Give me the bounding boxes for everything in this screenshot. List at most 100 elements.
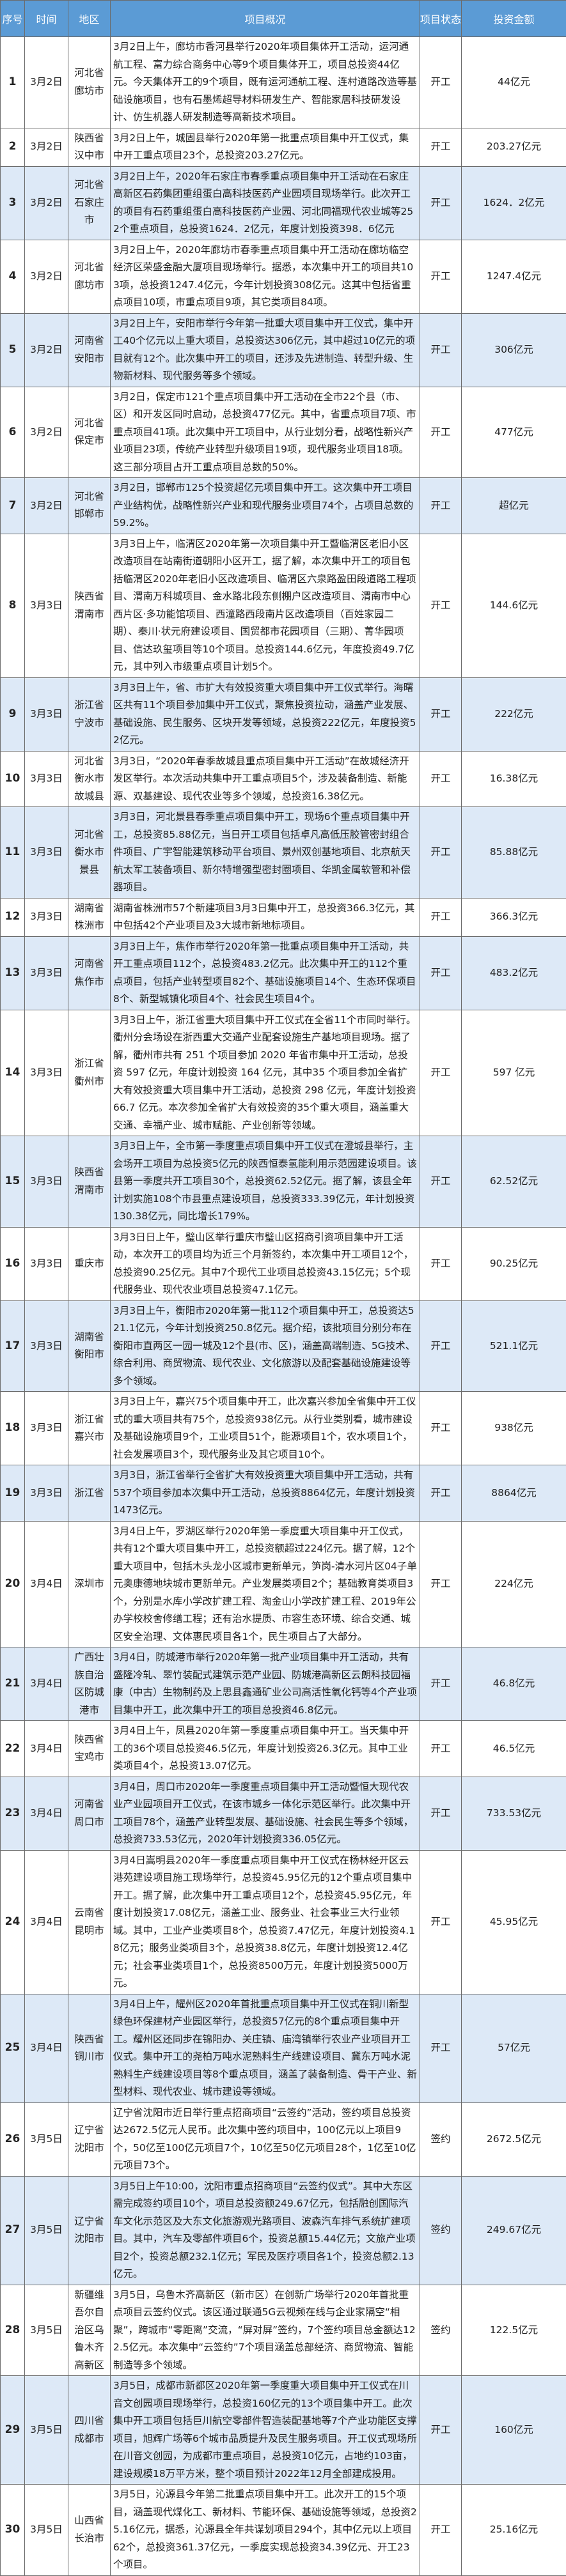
row-status: 开工 <box>420 1850 462 1994</box>
row-amount: 46.5亿元 <box>462 1721 566 1777</box>
row-date: 3月2日 <box>25 240 68 313</box>
row-index: 25 <box>1 1994 25 2102</box>
row-overview: 3月4日上午，罗湖区举行2020年第一季度重大项目集中开工仪式，共有12个重大项… <box>111 1521 420 1647</box>
row-date: 3月3日 <box>25 1392 68 1465</box>
row-region: 云南省昆明市 <box>68 1850 111 1994</box>
row-status: 开工 <box>420 1392 462 1465</box>
row-overview: 3月3日上午，省、市扩大有效投资重大项目集中开工仪式举行。海曙区共有11个项目参… <box>111 677 420 751</box>
row-index: 27 <box>1 2176 25 2285</box>
row-date: 3月3日 <box>25 1300 68 1392</box>
row-overview: 3月3日上午，临渭区2020年第一次项目集中开工暨临渭区老旧小区改造项目在站南街… <box>111 534 420 677</box>
row-overview: 3月4日上午，凤县2020年第一季度重点项目集中开工。当天集中开工的36个项目总… <box>111 1721 420 1777</box>
row-index: 17 <box>1 1300 25 1392</box>
row-date: 3月5日 <box>25 2176 68 2285</box>
row-overview: 3月2日上午，2020年石家庄市春季重点项目集中开工活动在石家庄高新区石药集团重… <box>111 166 420 240</box>
row-amount: 62.52亿元 <box>462 1136 566 1228</box>
row-status: 开工 <box>420 1465 462 1522</box>
row-region: 浙江省衢州市 <box>68 1010 111 1136</box>
row-date: 3月2日 <box>25 166 68 240</box>
row-status: 开工 <box>420 898 462 936</box>
row-index: 12 <box>1 898 25 936</box>
row-index: 8 <box>1 534 25 677</box>
header-index: 序号 <box>1 1 25 37</box>
row-amount: 25.16亿元 <box>462 2485 566 2576</box>
row-date: 3月4日 <box>25 1521 68 1647</box>
row-date: 3月3日 <box>25 1010 68 1136</box>
row-index: 10 <box>1 751 25 807</box>
row-region: 陕西省汉中市 <box>68 128 111 166</box>
row-region: 河北省邯郸市 <box>68 478 111 534</box>
row-overview: 3月3日，“2020年春季故城县重点项目集中开工活动”在故城经济开发区举行。本次… <box>111 751 420 807</box>
row-status: 开工 <box>420 1521 462 1647</box>
header-status: 项目状态 <box>420 1 462 37</box>
row-status: 开工 <box>420 37 462 128</box>
row-date: 3月2日 <box>25 313 68 387</box>
row-amount: 366.3亿元 <box>462 898 566 936</box>
row-index: 3 <box>1 166 25 240</box>
row-overview: 3月4日嵩明县2020年一季度重点项目集中开工仪式在杨林经开区云港苑建设项目施工… <box>111 1850 420 1994</box>
row-amount: 306亿元 <box>462 313 566 387</box>
row-date: 3月3日 <box>25 1227 68 1300</box>
row-overview: 3月3日日上午，璧山区举行重庆市璧山区招商引资项目集中开工活动，本次开工的项目均… <box>111 1227 420 1300</box>
row-date: 3月3日 <box>25 677 68 751</box>
row-date: 3月3日 <box>25 1465 68 1522</box>
row-amount: 超亿元 <box>462 478 566 534</box>
row-status: 开工 <box>420 1136 462 1228</box>
row-region: 广西壮族自治区防城港市 <box>68 1647 111 1721</box>
row-status: 开工 <box>420 128 462 166</box>
row-amount: 16.38亿元 <box>462 751 566 807</box>
row-index: 6 <box>1 387 25 478</box>
row-date: 3月4日 <box>25 1777 68 1850</box>
row-index: 16 <box>1 1227 25 1300</box>
row-overview: 3月5日，沁源县今年第二批重点项目集中开工。此次开工的15个项目，涵盖现代煤化工… <box>111 2485 420 2576</box>
row-date: 3月4日 <box>25 1994 68 2102</box>
row-date: 3月4日 <box>25 1721 68 1777</box>
row-overview: 3月5日，成都市新都区2020年第一季度重大项目集中开工仪式在川音文创园项目现场… <box>111 2376 420 2485</box>
row-status: 开工 <box>420 1010 462 1136</box>
header-amount: 投资金额 <box>462 1 566 37</box>
row-region: 河南省安阳市 <box>68 313 111 387</box>
row-overview: 3月3日上午，全市第一季度重点项目集中开工仪式在澄城县举行，主会场开工项目为总投… <box>111 1136 420 1228</box>
row-amount: 222亿元 <box>462 677 566 751</box>
row-amount: 733.53亿元 <box>462 1777 566 1850</box>
row-date: 3月5日 <box>25 2376 68 2485</box>
row-status: 开工 <box>420 1721 462 1777</box>
row-region: 浙江省嘉兴市 <box>68 1392 111 1465</box>
row-status: 开工 <box>420 1227 462 1300</box>
row-index: 30 <box>1 2485 25 2576</box>
row-date: 3月4日 <box>25 1647 68 1721</box>
row-region: 湖南省株洲市 <box>68 898 111 936</box>
row-region: 河南省焦作市 <box>68 936 111 1010</box>
row-status: 开工 <box>420 313 462 387</box>
row-amount: 45.95亿元 <box>462 1850 566 1994</box>
row-overview: 3月3日上午，浙江省重大项目集中开工仪式在全省11个市同时举行。衢州分会场设在浙… <box>111 1010 420 1136</box>
row-region: 河北省廊坊市 <box>68 240 111 313</box>
row-amount: 597 亿元 <box>462 1010 566 1136</box>
header-date: 时间 <box>25 1 68 37</box>
row-overview: 3月3日上午，焦作市举行2020年第一批重点项目集中开工活动，共开工重点项目11… <box>111 936 420 1010</box>
row-overview: 3月2日，保定市121个重点项目集中开工活动在全市22个县（市、区）和开发区同时… <box>111 387 420 478</box>
row-amount: 224亿元 <box>462 1521 566 1647</box>
row-status: 开工 <box>420 2485 462 2576</box>
header-region: 地区 <box>68 1 111 37</box>
row-overview: 3月4日，周口市2020年一季度重点项目集中开工活动暨恒大现代农业产业园项目开工… <box>111 1777 420 1850</box>
row-status: 开工 <box>420 751 462 807</box>
row-date: 3月5日 <box>25 2285 68 2376</box>
